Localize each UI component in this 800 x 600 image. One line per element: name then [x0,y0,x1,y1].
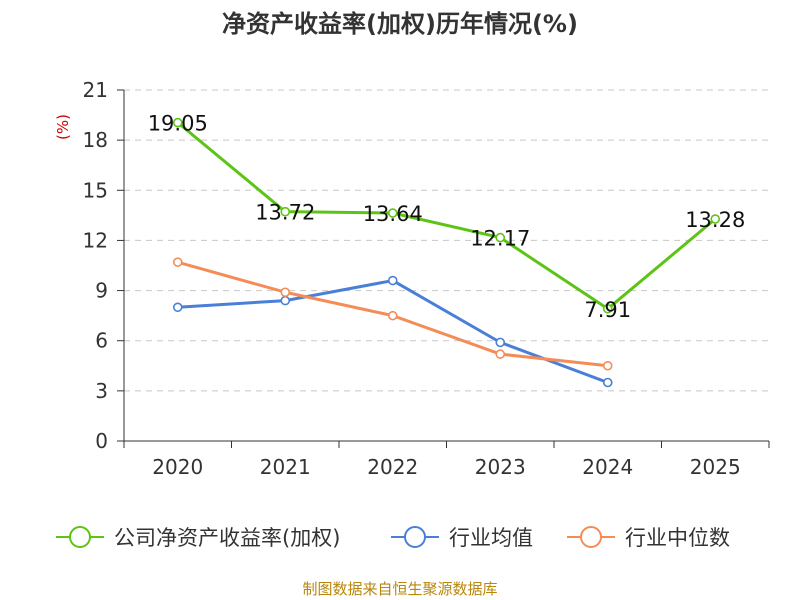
x-tick-label: 2024 [582,455,633,479]
x-tick-label: 2022 [367,455,418,479]
data-point-series-2 [387,310,398,321]
y-tick-label: 9 [95,279,108,303]
data-label: 19.05 [148,112,208,136]
x-tick-label: 2021 [260,455,311,479]
y-tick-label: 12 [83,228,108,252]
y-tick-label: 18 [83,128,108,152]
x-tick-label: 2020 [152,455,203,479]
y-tick-label: 15 [83,178,108,202]
data-point-series-0 [387,208,398,218]
series-line-0 [176,121,717,311]
grid-lines [124,89,769,392]
source-note: 制图数据来自恒生聚源数据库 [302,580,497,598]
data-point-series-0 [495,232,506,243]
x-tick-label: 2025 [690,455,741,479]
data-labels: 19.05 13.72 13.64 12.17 7.91 13.28 [148,112,746,322]
axes: 0 3 6 9 12 15 18 21 2020 2021 2022 2023 2024 2025 [83,78,770,479]
data-point-series-0 [710,214,721,224]
series-line-1 [177,279,609,384]
x-tick-label: 2023 [475,455,526,479]
legend-swatch-marker [580,526,602,548]
legend-swatch-marker [404,526,426,548]
data-point-series-1 [602,377,613,388]
chart-title: 净资产收益率(加权)历年情况(%) [222,10,578,38]
data-label: 13.72 [255,201,315,225]
legend-label: 行业均值 [449,526,533,550]
data-point-series-1 [495,337,506,348]
y-tick-label: 3 [95,379,108,403]
legend-label: 公司净资产收益率(加权) [114,526,340,550]
data-point-series-0 [602,303,613,314]
y-tick-label: 0 [95,429,108,453]
data-point-series-2 [280,287,291,298]
data-point-series-0 [280,206,291,217]
data-point-series-1 [280,295,291,306]
data-point-series-1 [172,302,183,313]
data-point-series-1 [387,275,398,286]
data-point-series-2 [172,257,183,267]
data-label: 13.28 [685,208,745,232]
data-label: 7.91 [584,298,631,322]
data-point-series-2 [495,349,506,359]
series-lines [172,117,721,388]
legend-swatch-marker [69,526,91,548]
y-axis-label: (%) [54,114,72,140]
data-label: 12.17 [470,227,530,251]
legend-label: 行业中位数 [625,526,730,550]
data-point-series-2 [602,360,613,371]
data-label: 13.64 [363,202,423,226]
y-tick-label: 21 [83,78,108,102]
y-tick-label: 6 [95,329,108,353]
legend: 公司净资产收益率(加权) 行业均值 行业中位数 [56,526,730,550]
data-point-series-0 [172,117,183,128]
